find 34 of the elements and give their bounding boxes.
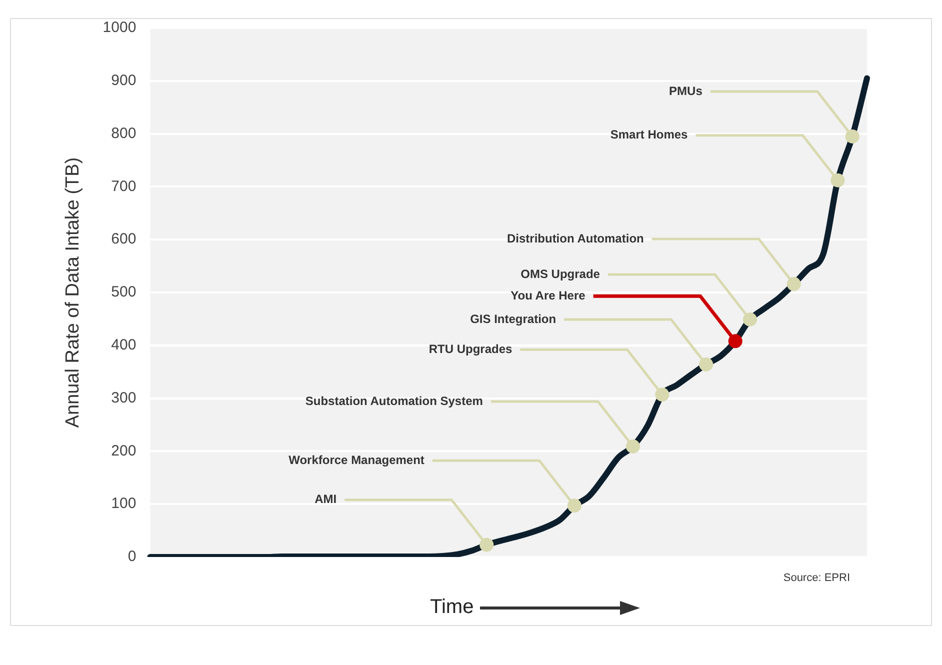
text: GIS Integration [470,312,556,326]
point [845,129,860,144]
y-tick-label: 700 [111,178,136,195]
text: RTU Upgrades [428,342,513,356]
point [626,439,640,454]
y-axis-title: Annual Rate of Data Intake (TB) [62,157,84,428]
text: Smart Homes [610,128,688,142]
y-tick-label: 400 [111,336,136,354]
point [480,538,494,552]
y-tick-label: 200 [111,442,136,460]
point [567,498,582,513]
y-tick-label: 500 [111,284,136,301]
source-note: Source: EPRI [783,572,850,584]
point [742,312,757,326]
point [786,277,801,292]
text: Distribution Automation [506,231,644,246]
y-tick-label: 900 [111,72,136,90]
x-axis-title: Time [430,596,474,619]
text: OMS Upgrade [520,266,600,281]
y-tick-label: 0 [128,548,136,566]
point [655,388,670,402]
text: Workforce Management [288,453,424,467]
point [830,173,845,188]
y-tick-label: 800 [111,124,136,142]
y-tick-label: 100 [111,495,136,512]
text: PMUs [669,84,703,98]
y-tick-label: 300 [111,389,136,406]
text: AMI [314,492,337,506]
y-tick-label: 600 [111,230,136,248]
text: You Are Here [510,288,586,302]
text: Substation Automation System [305,394,483,408]
point [728,334,742,348]
point [699,357,714,372]
y-tick-label: 1000 [102,19,136,36]
